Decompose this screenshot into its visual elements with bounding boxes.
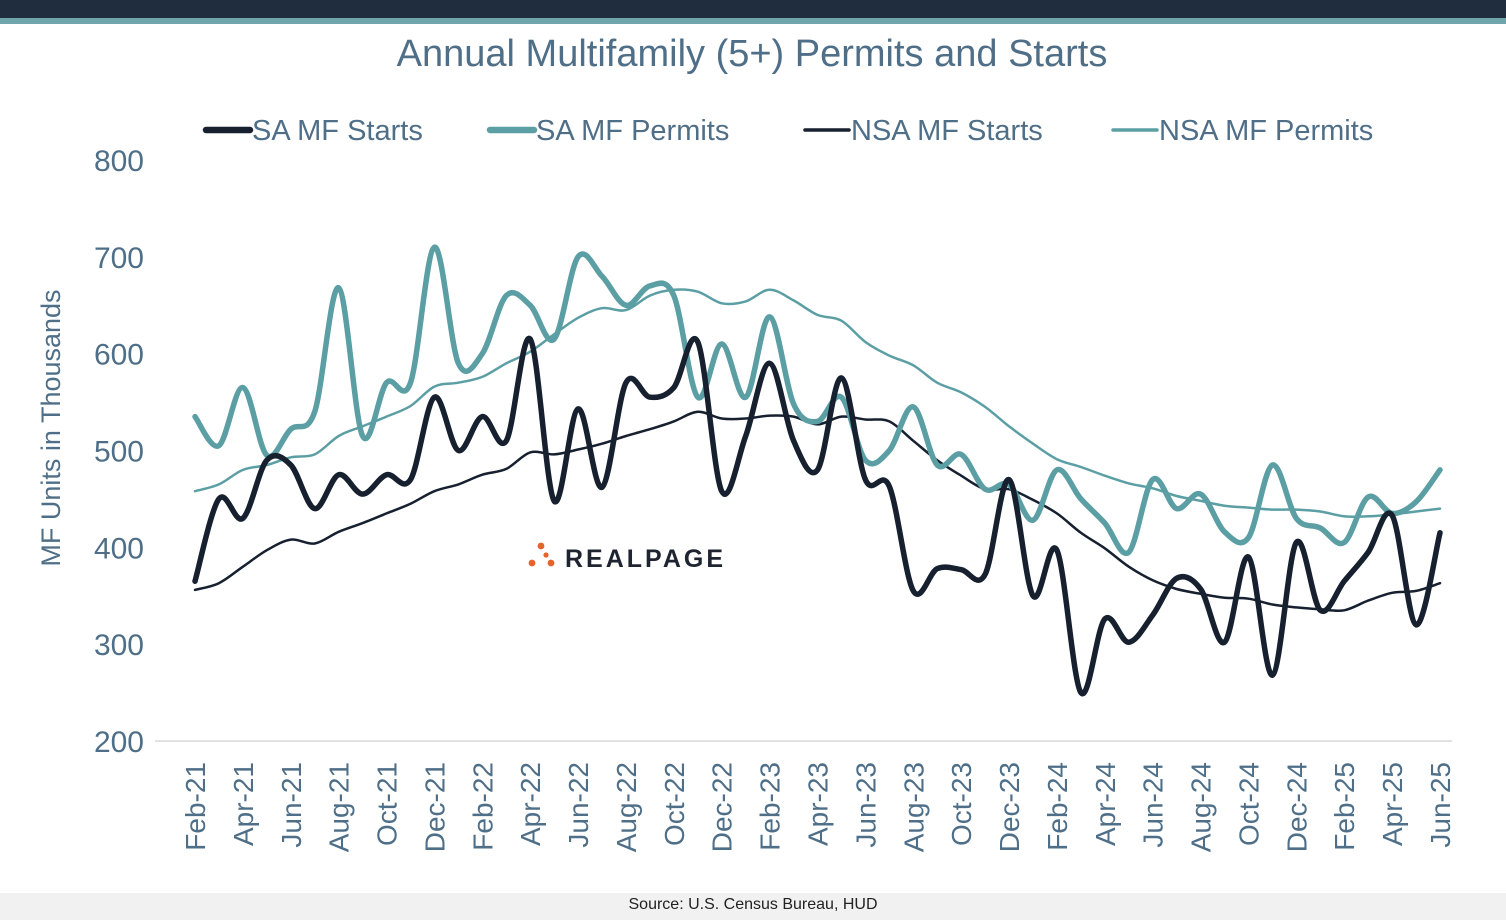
x-tick-label: Oct-24 bbox=[1233, 762, 1264, 846]
y-tick-label: 500 bbox=[94, 436, 144, 469]
series-line-nsa-mf-permits bbox=[193, 288, 1442, 519]
header-accent-stripe bbox=[0, 18, 1506, 24]
x-tick-label: Feb-23 bbox=[755, 762, 786, 851]
x-tick-label: Oct-21 bbox=[372, 762, 403, 846]
chart-title: Annual Multifamily (5+) Permits and Star… bbox=[397, 33, 1108, 75]
y-axis-ticks: 200 300 400 500 600 700 800 bbox=[94, 145, 144, 759]
footer-band bbox=[0, 893, 1506, 920]
x-tick-label: Dec-24 bbox=[1281, 762, 1312, 852]
y-tick-label: 700 bbox=[94, 242, 144, 275]
x-tick-label: Jun-24 bbox=[1138, 762, 1169, 848]
series-line-sa-mf-permits bbox=[192, 244, 1443, 557]
x-tick-label: Apr-23 bbox=[803, 762, 834, 846]
legend-label: SA MF Permits bbox=[536, 115, 729, 147]
series-line-nsa-mf-starts bbox=[193, 410, 1442, 613]
x-tick-label: Feb-25 bbox=[1329, 762, 1360, 851]
legend: SA MF Starts SA MF Permits NSA MF Starts NS… bbox=[202, 115, 1373, 147]
x-tick-label: Aug-24 bbox=[1186, 762, 1217, 852]
x-tick-label: Jun-25 bbox=[1425, 762, 1456, 848]
x-tick-label: Aug-22 bbox=[611, 762, 642, 852]
logo-dot bbox=[543, 552, 549, 558]
header-bar bbox=[0, 0, 1506, 18]
logo-wordmark: REALPAGE bbox=[565, 545, 726, 573]
x-tick-label: Apr-25 bbox=[1377, 762, 1408, 846]
x-tick-label: Feb-22 bbox=[467, 762, 498, 851]
x-tick-label: Dec-22 bbox=[707, 762, 738, 852]
x-tick-label: Aug-21 bbox=[324, 762, 355, 852]
x-tick-label: Apr-24 bbox=[1090, 762, 1121, 846]
x-tick-label: Apr-21 bbox=[228, 762, 259, 846]
legend-label: NSA MF Starts bbox=[851, 115, 1043, 147]
source-note: Source: U.S. Census Bureau, HUD bbox=[628, 896, 878, 913]
logo-dot bbox=[547, 559, 555, 567]
legend-label: SA MF Starts bbox=[252, 115, 423, 147]
y-tick-label: 300 bbox=[94, 629, 144, 662]
x-axis-ticks: Feb-21 Apr-21 Jun-21 Aug-21 Oct-21 Dec-21 Feb-… bbox=[180, 762, 1456, 852]
x-tick-label: Oct-23 bbox=[946, 762, 977, 846]
x-tick-label: Aug-23 bbox=[898, 762, 929, 852]
x-tick-label: Apr-22 bbox=[515, 762, 546, 846]
x-tick-label: Feb-24 bbox=[1042, 762, 1073, 851]
x-tick-label: Dec-23 bbox=[994, 762, 1025, 852]
y-tick-label: 400 bbox=[94, 532, 144, 565]
logo-dot bbox=[537, 542, 545, 550]
x-tick-label: Jun-21 bbox=[276, 762, 307, 848]
realpage-logo: REALPAGE bbox=[528, 542, 726, 573]
y-tick-label: 200 bbox=[94, 726, 144, 759]
legend-label: NSA MF Permits bbox=[1159, 115, 1373, 147]
series-line-sa-mf-starts bbox=[192, 336, 1443, 697]
x-tick-label: Dec-21 bbox=[419, 762, 450, 852]
logo-dot bbox=[528, 559, 536, 567]
y-tick-label: 800 bbox=[94, 145, 144, 178]
y-tick-label: 600 bbox=[94, 339, 144, 372]
x-tick-label: Jun-22 bbox=[563, 762, 594, 848]
x-tick-label: Oct-22 bbox=[659, 762, 690, 846]
x-tick-label: Jun-23 bbox=[850, 762, 881, 848]
x-tick-label: Feb-21 bbox=[180, 762, 211, 851]
y-axis-label: MF Units in Thousands bbox=[36, 289, 66, 566]
series-layer bbox=[192, 244, 1443, 697]
